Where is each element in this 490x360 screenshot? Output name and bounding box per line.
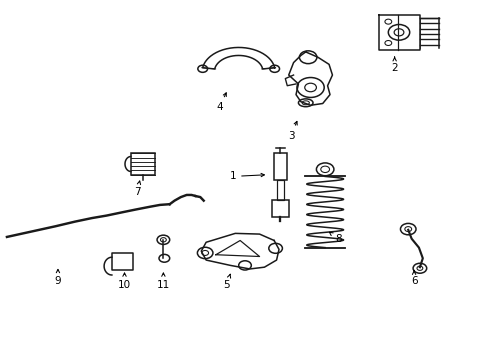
Text: 3: 3 [288, 121, 297, 140]
Text: 7: 7 [134, 181, 141, 197]
Bar [277, 180, 284, 199]
Bar [112, 253, 133, 270]
Bar [273, 153, 287, 180]
Text: 11: 11 [157, 273, 170, 290]
Text: 4: 4 [216, 93, 226, 112]
Text: 2: 2 [392, 57, 398, 73]
Text: 8: 8 [329, 232, 342, 244]
Text: 5: 5 [223, 274, 231, 290]
Text: 1: 1 [229, 171, 265, 181]
Text: 9: 9 [55, 269, 61, 287]
Bar [272, 199, 289, 217]
Bar [131, 153, 155, 175]
Text: 10: 10 [118, 273, 131, 290]
Text: 6: 6 [411, 271, 417, 287]
